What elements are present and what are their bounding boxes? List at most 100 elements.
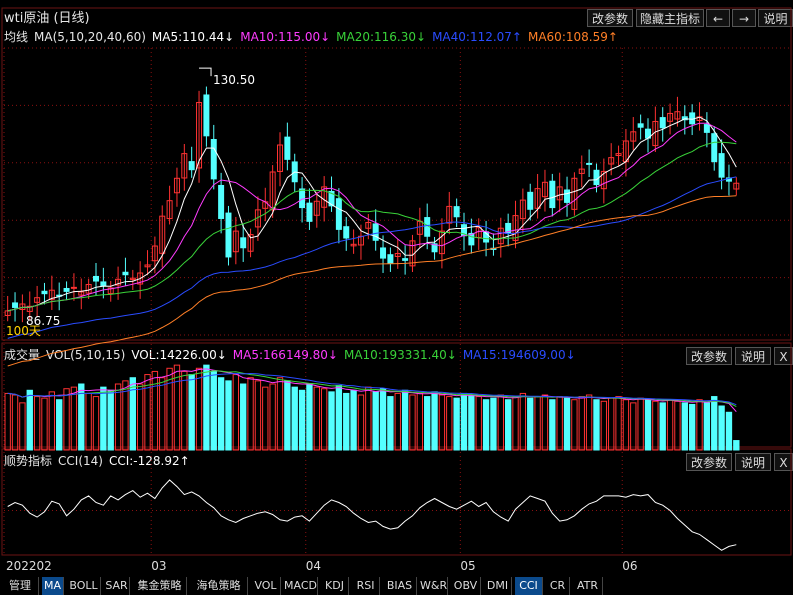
volume-bar <box>100 386 107 451</box>
volume-bar <box>571 399 578 451</box>
tab-boll[interactable]: BOLL <box>67 577 101 595</box>
candle-body <box>571 177 578 210</box>
candle-body <box>4 310 11 316</box>
volume-bar <box>475 396 482 451</box>
volume-bar <box>585 394 593 451</box>
candle-body <box>196 102 203 169</box>
tab-cr[interactable]: CR <box>546 577 570 595</box>
vol-help-button[interactable]: 说明 <box>735 347 771 365</box>
vol-params-button[interactable]: 改参数 <box>686 347 732 365</box>
volume-bar <box>159 377 166 451</box>
volume-bar <box>365 386 372 451</box>
candle-body <box>240 237 247 249</box>
prev-arrow-icon[interactable]: ← <box>706 9 730 27</box>
x-tick-label: 05 <box>460 559 475 573</box>
vol-ma10-line <box>7 370 737 408</box>
volume-bar <box>210 370 217 451</box>
x-tick-label: 04 <box>306 559 321 573</box>
candle-body <box>512 215 519 241</box>
volume-bar <box>424 396 431 451</box>
tab-kdj[interactable]: KDJ <box>321 577 349 595</box>
cci-name: CCI(14) <box>58 454 103 468</box>
candle-body <box>365 221 372 229</box>
candle-body <box>615 153 622 156</box>
cci-help-button[interactable]: 说明 <box>735 453 771 471</box>
vol-ma10: MA10:193331.40↓ <box>343 348 457 362</box>
candle-body <box>527 191 534 210</box>
ma40-line <box>7 176 737 339</box>
volume-bar <box>151 370 159 451</box>
hide-indicator-button[interactable]: 隐藏主指标 <box>636 9 704 27</box>
high-marker <box>199 67 212 77</box>
volume-bar <box>718 405 725 451</box>
cci-label: 顺势指标 <box>4 454 53 468</box>
ma20-value: MA20:116.30↓ <box>336 30 427 44</box>
vol-ma15: MA15:194609.00↓ <box>462 348 576 362</box>
tab-dmi[interactable]: DMI <box>484 577 512 595</box>
tab-[interactable]: 集金策略 <box>133 577 187 595</box>
volume-bar <box>512 396 519 451</box>
tab-obv[interactable]: OBV <box>451 577 481 595</box>
next-arrow-icon[interactable]: → <box>732 9 756 27</box>
candle-body <box>12 302 19 308</box>
volume-bar <box>4 392 11 451</box>
volume-bar <box>541 394 549 451</box>
tab-macd[interactable]: MACD <box>284 577 318 595</box>
volume-bar <box>247 377 254 451</box>
volume-bar <box>306 383 313 451</box>
volume-bar <box>431 391 438 451</box>
cci-params-button[interactable]: 改参数 <box>686 453 732 471</box>
candle-body <box>556 186 563 201</box>
candle-body <box>541 181 548 198</box>
candle-body <box>269 171 276 211</box>
candle-body <box>497 227 504 245</box>
volume-bar <box>504 399 512 451</box>
candle-body <box>26 305 33 312</box>
volume-bar <box>63 388 70 451</box>
candle-body <box>306 202 313 222</box>
volume-bar <box>387 396 394 451</box>
volume-bar <box>688 403 696 451</box>
volume-bar <box>291 386 298 451</box>
volume-bar <box>460 392 468 451</box>
volume-bar <box>343 392 350 451</box>
volume-bar <box>563 397 571 451</box>
candle-body <box>468 232 475 246</box>
tab-sar[interactable]: SAR <box>104 577 130 595</box>
tab-[interactable]: 海龟策略 <box>190 577 248 595</box>
volume-bar <box>262 386 269 451</box>
volume-bar <box>48 391 56 451</box>
tab-wr[interactable]: W&R <box>420 577 448 595</box>
volume-bar <box>232 374 240 451</box>
tab-atr[interactable]: ATR <box>573 577 603 595</box>
cci-value: CCI:-128.92↑ <box>108 454 190 468</box>
candle-body <box>586 162 593 165</box>
x-tick-label: 06 <box>622 559 637 573</box>
tab-[interactable]: 管理 <box>2 577 39 595</box>
tab-bias[interactable]: BIAS <box>383 577 417 595</box>
tab-rsi[interactable]: RSI <box>352 577 380 595</box>
candle-body <box>608 157 615 165</box>
candle-body <box>93 275 99 282</box>
ma10-value: MA10:115.00↓ <box>240 30 331 44</box>
help-button[interactable]: 说明 <box>758 9 793 27</box>
candle-body <box>210 139 217 180</box>
candle-body <box>387 254 394 264</box>
candle-body <box>225 212 232 258</box>
volume-bar <box>136 383 144 451</box>
volume-bar <box>181 370 188 451</box>
volume-bar <box>394 392 401 451</box>
volume-bar <box>490 397 497 451</box>
params-button[interactable]: 改参数 <box>587 9 633 27</box>
candle-body <box>637 123 644 128</box>
volume-bar <box>328 391 335 451</box>
tab-ma[interactable]: MA <box>42 577 64 595</box>
volume-bar <box>497 394 504 451</box>
volume-bar <box>482 399 490 451</box>
tab-cci[interactable]: CCI <box>515 577 543 595</box>
candle-body <box>129 277 136 280</box>
volume-bar <box>114 383 122 451</box>
tab-vol[interactable]: VOL <box>251 577 281 595</box>
ma10-line <box>7 122 737 312</box>
